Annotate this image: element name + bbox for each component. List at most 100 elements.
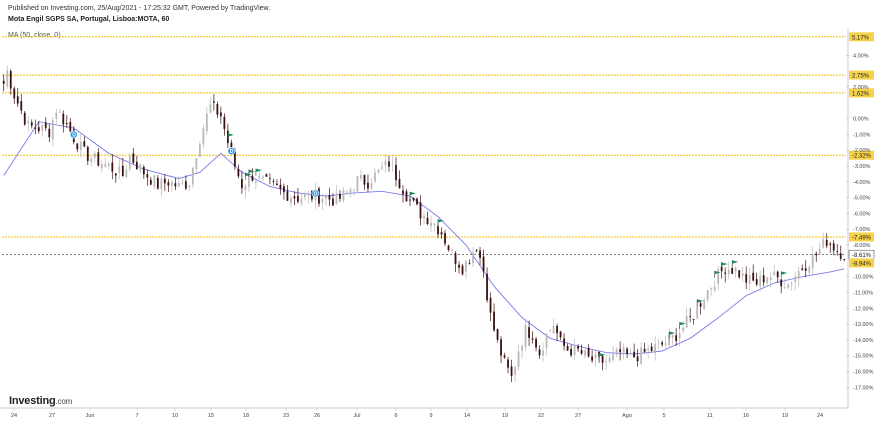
candle <box>251 168 254 182</box>
candle <box>65 115 68 128</box>
candle <box>503 352 506 359</box>
candle <box>559 330 562 341</box>
candle <box>90 156 93 167</box>
flag-marker[interactable] <box>780 271 788 279</box>
flag-marker[interactable] <box>437 219 445 227</box>
candle <box>34 119 37 135</box>
candle <box>279 178 282 195</box>
candle <box>258 170 261 179</box>
candle <box>783 279 786 289</box>
y-tick-label: -14.00% <box>853 338 874 344</box>
flag-marker[interactable] <box>668 331 676 339</box>
dividend-marker[interactable]: D <box>311 189 320 198</box>
candle <box>769 272 772 288</box>
candle <box>363 174 366 190</box>
candle <box>111 154 114 180</box>
candle <box>451 248 453 256</box>
candle <box>195 158 198 173</box>
candle <box>328 187 331 206</box>
x-tick-label: 19 <box>782 413 788 419</box>
flag-marker[interactable] <box>696 299 704 307</box>
candle <box>510 359 513 383</box>
candle <box>773 264 776 276</box>
svg-text:D: D <box>230 149 234 155</box>
candle <box>370 178 373 190</box>
candle <box>731 267 734 275</box>
candle <box>2 74 5 92</box>
flag-marker[interactable] <box>255 168 262 176</box>
candle <box>832 239 835 256</box>
flag-marker[interactable] <box>409 191 416 199</box>
y-tick-label: 0.00% <box>853 117 869 123</box>
level-label: 2.75% <box>852 74 870 80</box>
y-tick-label: -16.00% <box>853 370 874 376</box>
candle <box>212 94 215 111</box>
flag-marker[interactable] <box>248 169 255 177</box>
candle <box>594 350 597 367</box>
flag-marker[interactable] <box>679 321 686 329</box>
candle <box>839 245 842 261</box>
candle <box>13 86 16 104</box>
extra-label: -8.94% <box>852 261 872 267</box>
candle <box>542 342 544 362</box>
candle <box>367 174 369 193</box>
candle <box>531 331 534 344</box>
candle <box>51 116 54 147</box>
candle <box>706 289 709 303</box>
candle <box>580 344 583 355</box>
candle <box>181 179 184 185</box>
candle <box>766 276 769 287</box>
candle <box>37 121 40 134</box>
y-tick-label: -12.00% <box>853 306 874 312</box>
candle <box>689 308 692 323</box>
candle <box>577 344 579 352</box>
flag-marker[interactable] <box>731 260 739 268</box>
flag-marker[interactable] <box>227 133 234 141</box>
logo-brand: Investing <box>9 395 56 407</box>
candle <box>356 175 359 193</box>
candle <box>524 318 527 352</box>
candle <box>815 251 818 262</box>
candle <box>318 186 320 207</box>
level-label: -2.32% <box>852 154 872 160</box>
candle <box>79 133 82 158</box>
candle <box>657 338 660 350</box>
candle <box>276 179 278 186</box>
flag-marker[interactable] <box>245 172 252 180</box>
x-tick-label: 22 <box>538 413 544 419</box>
y-tick-label: -13.00% <box>853 322 874 328</box>
candle <box>759 270 762 292</box>
candle <box>843 258 846 262</box>
candle <box>395 157 397 187</box>
candle <box>272 178 275 186</box>
candle <box>142 164 145 179</box>
candle <box>748 268 751 291</box>
candle <box>118 158 121 180</box>
candle <box>717 265 720 291</box>
candle <box>601 355 604 371</box>
candle <box>223 113 226 136</box>
candle <box>587 344 590 358</box>
candle <box>787 283 790 289</box>
x-tick-label: 5 <box>662 413 665 419</box>
x-tick-label: 6 <box>394 413 397 419</box>
candle <box>384 154 387 173</box>
flag-marker[interactable] <box>714 270 721 278</box>
candle <box>829 241 832 253</box>
candle <box>724 267 727 283</box>
candle <box>507 356 509 374</box>
candle <box>62 110 65 133</box>
x-tick-label: 23 <box>283 413 289 419</box>
candle <box>591 350 593 363</box>
flag-marker[interactable] <box>721 262 728 270</box>
flag-marker[interactable] <box>598 353 606 361</box>
candle <box>570 344 572 358</box>
dividend-marker[interactable]: D <box>227 147 236 156</box>
candle <box>738 270 741 279</box>
candle <box>23 111 26 126</box>
candle <box>297 188 299 204</box>
candle <box>573 338 576 360</box>
y-tick-label: -1.00% <box>853 132 871 138</box>
candle <box>205 107 208 135</box>
dividend-marker[interactable]: D <box>69 130 78 139</box>
